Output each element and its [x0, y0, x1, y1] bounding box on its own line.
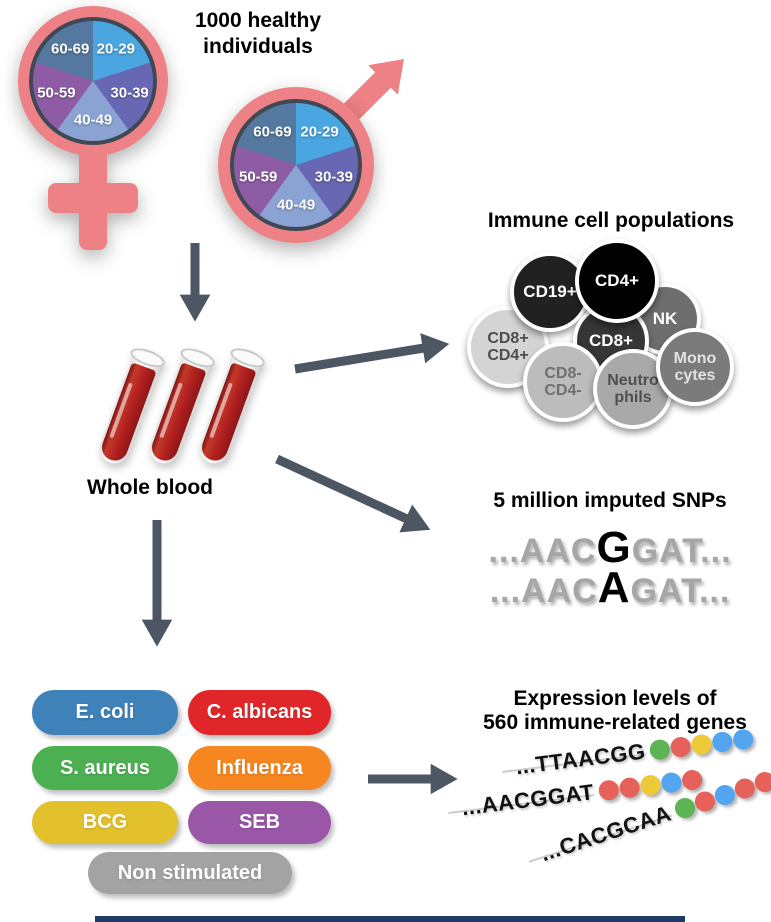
- snp-sequence-line: ...AACAGAT...: [450, 566, 770, 620]
- stimulus-pill-non-stimulated: Non stimulated: [88, 852, 292, 894]
- cell-label: Neutro: [607, 372, 659, 389]
- bottom-crop-bar: [95, 916, 685, 922]
- green-dot: [649, 738, 672, 761]
- cell-label: CD8+: [487, 330, 529, 347]
- snps-title: 5 million imputed SNPs: [493, 489, 727, 512]
- age-label-30-39: 30-39: [110, 84, 149, 102]
- stimulus-label: BCG: [82, 811, 128, 833]
- stimulus-label: C. albicans: [206, 701, 313, 723]
- cell-label: CD19+: [523, 282, 577, 301]
- blue-dot: [712, 782, 738, 808]
- arrow-blood-to-snps: [275, 454, 431, 533]
- snp-seq-suffix: GAT...: [631, 532, 732, 570]
- yellow-dot: [690, 733, 714, 756]
- red-dot: [752, 769, 771, 795]
- blue-dot: [660, 771, 683, 794]
- expression-title-line1: Expression levels of: [513, 687, 717, 710]
- snp-seq-prefix: ...AAC: [488, 532, 597, 570]
- age-label-30-39: 30-39: [314, 168, 353, 186]
- male-age-pie: 20-29 30-39 40-49 50-59 60-69: [230, 99, 362, 231]
- stimulus-label: S. aureus: [59, 756, 151, 779]
- red-dot: [597, 779, 620, 802]
- age-label-20-29: 20-29: [300, 123, 339, 141]
- age-label-60-69: 60-69: [51, 40, 90, 58]
- cell-label: CD4+: [595, 271, 639, 290]
- stimulus-pill-seb: SEB: [188, 801, 331, 844]
- stimulus-pill-calbicans: C. albicans: [188, 690, 331, 735]
- male-symbol: 20-29 30-39 40-49 50-59 60-69: [218, 87, 378, 247]
- age-label-40-49: 40-49: [276, 196, 316, 214]
- snp-seq-suffix: GAT...: [630, 572, 731, 610]
- cell-label: phils: [614, 389, 652, 406]
- cell-label: Mono: [673, 350, 717, 367]
- red-dot: [692, 788, 718, 815]
- age-label-40-49: 40-49: [73, 111, 113, 129]
- snp-variant-allele: G: [596, 523, 632, 572]
- cell-label: CD8+: [589, 331, 633, 350]
- whole-blood-label: Whole blood: [87, 476, 213, 499]
- cell-label: CD4+: [487, 347, 529, 364]
- stimulus-pill-influenza: Influenza: [188, 746, 331, 790]
- stimulus-label: Non stimulated: [117, 861, 263, 884]
- green-dot: [672, 795, 698, 821]
- red-dot: [732, 776, 758, 802]
- age-label-50-59: 50-59: [37, 84, 76, 102]
- cell-label: cytes: [674, 367, 716, 384]
- arrow-blood-to-cells: [294, 333, 450, 374]
- cell-circle-monocytes: Mono cytes: [656, 328, 734, 406]
- expression-title: Expression levels of 560 immune-related …: [462, 687, 768, 735]
- stimulus-label: SEB: [238, 811, 281, 833]
- study-size-title-line1: 1000 healthy: [194, 9, 322, 32]
- female-age-pie: 20-29 30-39 40-49 50-59 60-69: [29, 17, 157, 145]
- red-dot: [680, 768, 704, 792]
- age-label-20-29: 20-29: [96, 40, 135, 58]
- yellow-dot: [639, 774, 662, 797]
- expression-title-line2: 560 immune-related genes: [483, 711, 747, 734]
- study-size-title-line2: individuals: [203, 35, 313, 58]
- cell-circle-cd8pos-cd4pos: CD8+ CD4+: [467, 306, 549, 388]
- snp-sequence-line: ...AACGGAT...: [450, 526, 770, 580]
- cell-circle-cd8neg-cd4neg: CD8- CD4-: [523, 342, 603, 422]
- stimulus-pill-bcg: BCG: [32, 801, 178, 844]
- stimulus-pill-ecoli: E. coli: [32, 690, 178, 735]
- cell-label: CD8-: [544, 365, 582, 382]
- cell-label: NK: [652, 309, 678, 328]
- female-symbol: 20-29 30-39 40-49 50-59 60-69: [18, 6, 168, 256]
- age-label-60-69: 60-69: [253, 123, 292, 141]
- immune-populations-title: Immune cell populations: [487, 209, 735, 232]
- snp-variant-allele: A: [597, 563, 631, 612]
- stimulus-label: Influenza: [216, 756, 303, 779]
- study-size-title: 1000 healthy individuals: [158, 8, 358, 60]
- red-dot: [669, 735, 693, 759]
- cell-label: CD4-: [544, 382, 582, 399]
- red-dot: [618, 776, 641, 799]
- snp-seq-prefix: ...AAC: [489, 572, 598, 610]
- cell-circle-cd4: CD4+: [575, 239, 659, 323]
- stimulus-label: E. coli: [75, 701, 135, 723]
- stimulus-pill-saureus: S. aureus: [32, 746, 178, 790]
- age-label-50-59: 50-59: [238, 168, 278, 186]
- female-crossbar: [48, 183, 138, 213]
